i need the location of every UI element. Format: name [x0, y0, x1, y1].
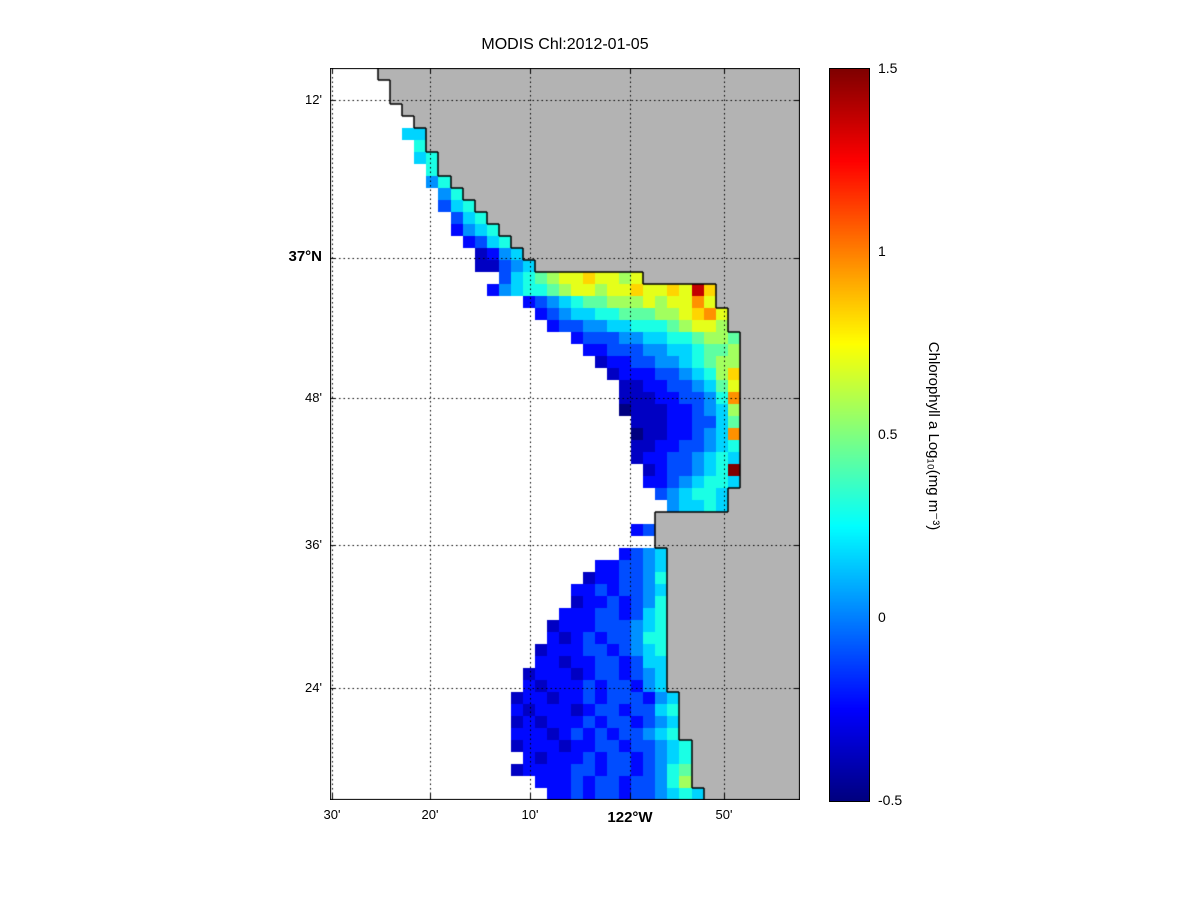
colorbar-axis-label: Chlorophyll a Log₁₀(mg m⁻³) — [925, 341, 942, 531]
y-tick-12min: 12' — [305, 92, 322, 107]
y-tick-48min: 48' — [305, 390, 322, 405]
x-tick-50min: 50' — [715, 807, 733, 822]
colorbar-tick-0: 0 — [878, 609, 886, 625]
plot-title: MODIS Chl:2012-01-05 — [481, 36, 649, 53]
x-tick-30min: 30' — [323, 807, 341, 822]
colorbar-tick-1: 1 — [878, 243, 886, 259]
y-tick-37N: 37°N — [288, 248, 322, 265]
colorbar-tick-1p5: 1.5 — [878, 60, 898, 76]
x-tick-10min: 10' — [521, 807, 539, 822]
colorbar-tick-0p5: 0.5 — [878, 426, 898, 442]
map-heatmap — [330, 68, 800, 800]
colorbar-tick-neg0p5: -0.5 — [878, 792, 903, 808]
x-tick-122W: 122°W — [607, 809, 653, 826]
y-tick-36min: 36' — [305, 537, 322, 552]
y-tick-24min: 24' — [305, 680, 322, 695]
x-tick-20min: 20' — [421, 807, 439, 822]
colorbar-gradient — [829, 68, 870, 802]
